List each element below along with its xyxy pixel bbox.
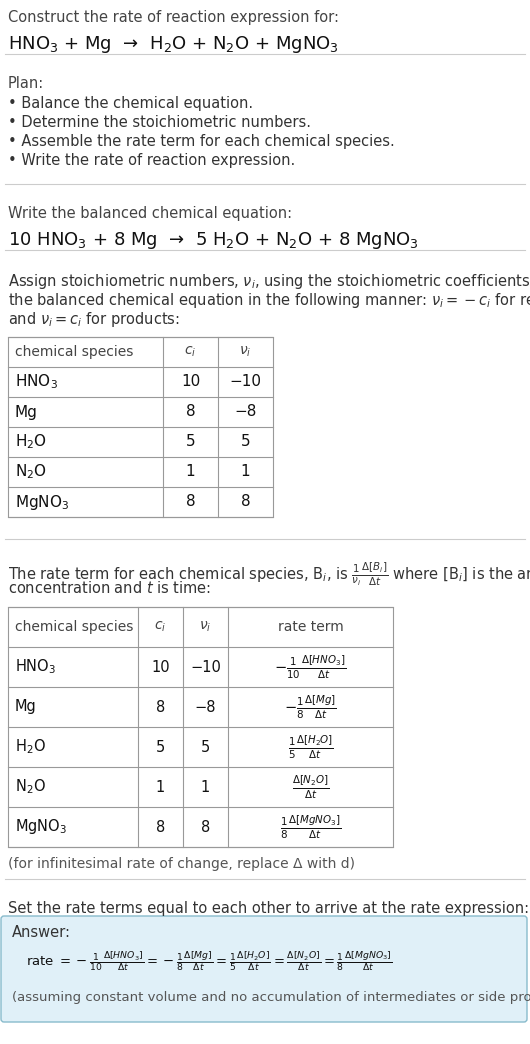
Text: Mg: Mg bbox=[15, 699, 37, 714]
Text: Answer:: Answer: bbox=[12, 925, 71, 940]
Text: $\nu_i$: $\nu_i$ bbox=[199, 620, 211, 634]
Text: $\frac{1}{8}\frac{\Delta[MgNO_3]}{\Delta t}$: $\frac{1}{8}\frac{\Delta[MgNO_3]}{\Delta… bbox=[280, 813, 341, 840]
Text: MgNO$_3$: MgNO$_3$ bbox=[15, 817, 67, 836]
Text: 5: 5 bbox=[201, 739, 210, 755]
Text: Mg: Mg bbox=[15, 404, 38, 420]
Text: • Balance the chemical equation.: • Balance the chemical equation. bbox=[8, 96, 253, 111]
Text: $-\frac{1}{8}\frac{\Delta[Mg]}{\Delta t}$: $-\frac{1}{8}\frac{\Delta[Mg]}{\Delta t}… bbox=[284, 693, 337, 720]
Text: $\nu_i$: $\nu_i$ bbox=[240, 345, 252, 359]
Text: MgNO$_3$: MgNO$_3$ bbox=[15, 493, 69, 512]
Text: (assuming constant volume and no accumulation of intermediates or side products): (assuming constant volume and no accumul… bbox=[12, 991, 530, 1004]
Bar bbox=[8, 607, 393, 847]
Text: • Write the rate of reaction expression.: • Write the rate of reaction expression. bbox=[8, 153, 295, 168]
Text: 8: 8 bbox=[186, 404, 196, 420]
Text: rate $= -\frac{1}{10}\frac{\Delta[HNO_3]}{\Delta t} = -\frac{1}{8}\frac{\Delta[M: rate $= -\frac{1}{10}\frac{\Delta[HNO_3]… bbox=[26, 949, 393, 973]
Text: (for infinitesimal rate of change, replace Δ with d): (for infinitesimal rate of change, repla… bbox=[8, 857, 355, 871]
Text: the balanced chemical equation in the following manner: $\nu_i = -c_i$ for react: the balanced chemical equation in the fo… bbox=[8, 291, 530, 310]
Text: N$_2$O: N$_2$O bbox=[15, 778, 46, 797]
Text: 10 HNO$_3$ + 8 Mg  →  5 H$_2$O + N$_2$O + 8 MgNO$_3$: 10 HNO$_3$ + 8 Mg → 5 H$_2$O + N$_2$O + … bbox=[8, 230, 419, 251]
Text: 5: 5 bbox=[241, 434, 250, 450]
Text: • Determine the stoichiometric numbers.: • Determine the stoichiometric numbers. bbox=[8, 115, 311, 130]
Text: 8: 8 bbox=[186, 495, 196, 509]
Text: −8: −8 bbox=[195, 699, 216, 714]
Text: 1: 1 bbox=[241, 465, 250, 479]
Text: 8: 8 bbox=[201, 820, 210, 834]
Text: −8: −8 bbox=[234, 404, 257, 420]
Text: 10: 10 bbox=[181, 375, 200, 389]
Text: $c_i$: $c_i$ bbox=[184, 345, 197, 359]
Text: 1: 1 bbox=[201, 780, 210, 794]
Text: $-\frac{1}{10}\frac{\Delta[HNO_3]}{\Delta t}$: $-\frac{1}{10}\frac{\Delta[HNO_3]}{\Delt… bbox=[275, 654, 347, 681]
Text: • Assemble the rate term for each chemical species.: • Assemble the rate term for each chemic… bbox=[8, 134, 395, 149]
Text: 5: 5 bbox=[156, 739, 165, 755]
Text: N$_2$O: N$_2$O bbox=[15, 462, 47, 481]
Text: Set the rate terms equal to each other to arrive at the rate expression:: Set the rate terms equal to each other t… bbox=[8, 901, 529, 916]
Text: HNO$_3$: HNO$_3$ bbox=[15, 658, 56, 677]
Text: $\frac{\Delta[N_2O]}{\Delta t}$: $\frac{\Delta[N_2O]}{\Delta t}$ bbox=[292, 774, 329, 801]
Text: Write the balanced chemical equation:: Write the balanced chemical equation: bbox=[8, 206, 292, 221]
Text: 8: 8 bbox=[241, 495, 250, 509]
Text: chemical species: chemical species bbox=[15, 620, 134, 634]
Text: Assign stoichiometric numbers, $\nu_i$, using the stoichiometric coefficients, $: Assign stoichiometric numbers, $\nu_i$, … bbox=[8, 272, 530, 291]
Text: 8: 8 bbox=[156, 699, 165, 714]
Text: HNO$_3$: HNO$_3$ bbox=[15, 373, 58, 392]
Text: 1: 1 bbox=[186, 465, 196, 479]
Text: HNO$_3$ + Mg  →  H$_2$O + N$_2$O + MgNO$_3$: HNO$_3$ + Mg → H$_2$O + N$_2$O + MgNO$_3… bbox=[8, 34, 339, 55]
Text: 10: 10 bbox=[151, 660, 170, 674]
Bar bbox=[8, 337, 273, 517]
FancyBboxPatch shape bbox=[1, 916, 527, 1022]
Text: 5: 5 bbox=[186, 434, 196, 450]
Text: $\frac{1}{5}\frac{\Delta[H_2O]}{\Delta t}$: $\frac{1}{5}\frac{\Delta[H_2O]}{\Delta t… bbox=[287, 733, 333, 761]
Text: Plan:: Plan: bbox=[8, 76, 44, 91]
Text: Construct the rate of reaction expression for:: Construct the rate of reaction expressio… bbox=[8, 10, 339, 25]
Text: 1: 1 bbox=[156, 780, 165, 794]
Text: concentration and $t$ is time:: concentration and $t$ is time: bbox=[8, 580, 211, 596]
Text: The rate term for each chemical species, B$_i$, is $\frac{1}{\nu_i}\frac{\Delta[: The rate term for each chemical species,… bbox=[8, 561, 530, 589]
Text: $c_i$: $c_i$ bbox=[154, 620, 166, 634]
Text: 8: 8 bbox=[156, 820, 165, 834]
Text: −10: −10 bbox=[190, 660, 221, 674]
Text: H$_2$O: H$_2$O bbox=[15, 432, 47, 451]
Text: chemical species: chemical species bbox=[15, 345, 134, 359]
Text: −10: −10 bbox=[229, 375, 261, 389]
Text: H$_2$O: H$_2$O bbox=[15, 738, 46, 756]
Text: and $\nu_i = c_i$ for products:: and $\nu_i = c_i$ for products: bbox=[8, 310, 180, 329]
Text: rate term: rate term bbox=[278, 620, 343, 634]
